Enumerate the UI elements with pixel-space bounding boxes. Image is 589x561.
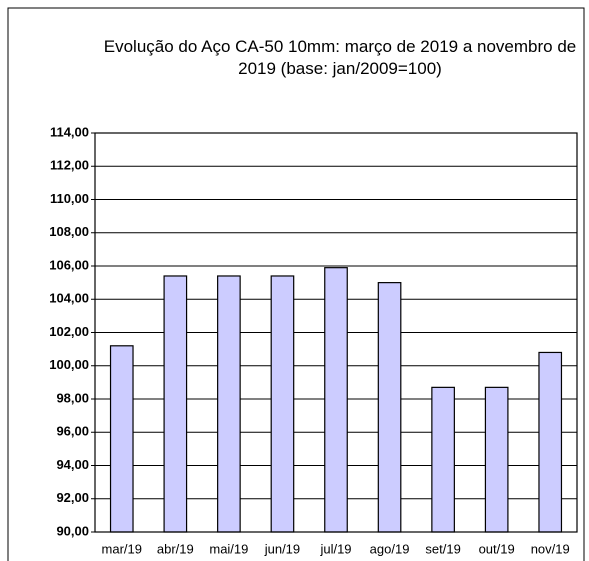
x-tick-label: abr/19 <box>157 541 194 556</box>
y-tick-label: 90,00 <box>56 523 89 538</box>
x-tick-label: ago/19 <box>370 541 410 556</box>
bar <box>538 351 563 533</box>
y-tick-label: 102,00 <box>49 324 89 339</box>
bar <box>324 267 348 533</box>
y-tick-label: 96,00 <box>56 424 89 439</box>
chart-frame <box>7 7 585 561</box>
y-tick-label: 110,00 <box>50 191 89 206</box>
y-tick-label: 106,00 <box>49 257 89 272</box>
y-tick-label: 92,00 <box>56 490 89 505</box>
x-tick-label: jul/19 <box>319 541 351 556</box>
x-tick-label: out/19 <box>479 541 515 556</box>
y-tick-label: 98,00 <box>56 390 89 405</box>
x-tick-label: set/19 <box>425 541 460 556</box>
y-tick-label: 108,00 <box>49 224 89 239</box>
x-tick-label: mar/19 <box>102 541 142 556</box>
y-tick-label: 100,00 <box>49 357 89 372</box>
bar <box>270 275 295 533</box>
plot-border <box>94 132 578 533</box>
x-tick-label: nov/19 <box>531 541 570 556</box>
bar <box>109 345 134 533</box>
y-tick-label: 114,00 <box>50 124 89 139</box>
bar <box>377 282 402 533</box>
bar <box>431 386 455 533</box>
y-tick-label: 112,00 <box>50 158 89 173</box>
bar <box>484 386 509 533</box>
chart-title: Evolução do Aço CA-50 10mm: março de 201… <box>103 37 577 78</box>
bar <box>163 275 188 533</box>
y-tick-label: 104,00 <box>49 291 89 306</box>
bar <box>217 275 241 533</box>
y-tick-label: 94,00 <box>56 457 89 472</box>
x-tick-label: mai/19 <box>209 541 248 556</box>
x-tick-label: jun/19 <box>264 541 300 556</box>
